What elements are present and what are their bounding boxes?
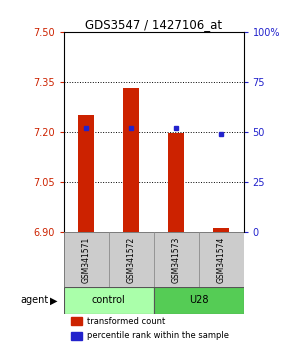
Bar <box>64 232 109 287</box>
Text: ▶: ▶ <box>50 296 57 306</box>
Text: U28: U28 <box>189 296 209 306</box>
Bar <box>123 88 139 232</box>
Text: percentile rank within the sample: percentile rank within the sample <box>87 331 229 340</box>
Bar <box>78 115 94 232</box>
Text: GSM341571: GSM341571 <box>82 236 91 282</box>
Text: control: control <box>92 296 126 306</box>
Text: GSM341573: GSM341573 <box>172 236 181 283</box>
Bar <box>109 232 154 287</box>
Bar <box>154 287 244 314</box>
Bar <box>199 232 244 287</box>
Text: GSM341572: GSM341572 <box>127 236 136 282</box>
Bar <box>213 228 229 232</box>
Bar <box>154 232 199 287</box>
Bar <box>71 317 82 325</box>
Bar <box>168 133 184 232</box>
Text: agent: agent <box>20 296 48 306</box>
Text: GSM341574: GSM341574 <box>217 236 226 283</box>
Bar <box>64 287 154 314</box>
Title: GDS3547 / 1427106_at: GDS3547 / 1427106_at <box>85 18 222 31</box>
Text: transformed count: transformed count <box>87 316 165 326</box>
Bar <box>71 331 82 340</box>
